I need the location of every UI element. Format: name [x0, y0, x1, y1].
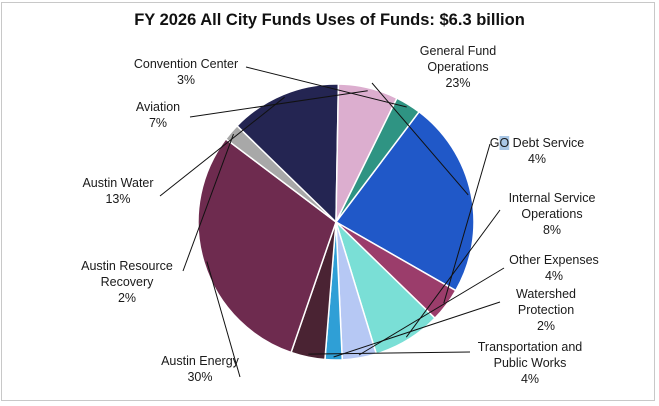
slice-convention-center	[335, 97, 420, 223]
label-name-internal-service-operations: Internal Service	[509, 191, 596, 205]
leader-line-internal-service-operations	[405, 209, 501, 338]
label-name-convention-center: Convention Center	[134, 57, 238, 71]
slice-austin-energy	[197, 138, 337, 354]
label-austin-water: Austin Water 13%	[82, 176, 153, 206]
label-value-austin-energy: 30%	[187, 370, 212, 384]
slice-general-fund-operations	[335, 111, 475, 292]
label-internal-service-operations: Internal Service Operations 8%	[509, 191, 596, 237]
label-name-watershed-protection: Watershed	[516, 287, 576, 301]
pie-slices	[197, 83, 475, 361]
label-value-austin-resource-recovery: 2%	[118, 291, 136, 305]
leader-line-austin-resource-recovery	[182, 133, 234, 272]
label-value-watershed-protection: 2%	[537, 319, 555, 333]
leader-line-transportation-and-public-works	[308, 351, 471, 355]
label-name-austin-resource-recovery: Recovery	[101, 275, 155, 289]
leader-lines	[159, 66, 505, 378]
label-name-austin-resource-recovery: Austin Resource	[81, 259, 173, 273]
label-name-aviation: Aviation	[136, 100, 180, 114]
label-name-general-fund-operations: Operations	[427, 60, 488, 74]
label-general-fund-operations: General Fund Operations 23%	[420, 44, 496, 90]
label-transportation-and-public-works: Transportation and Public Works 4%	[478, 340, 583, 386]
label-name-general-fund-operations: General Fund	[420, 44, 496, 58]
slice-austin-water	[236, 83, 340, 223]
label-name-go-debt-service: GO Debt Service	[490, 136, 585, 150]
text-selection-highlight	[499, 136, 510, 150]
label-go-debt-service: GO Debt Service 4%	[490, 136, 585, 166]
leader-line-aviation	[189, 90, 368, 118]
label-name-other-expenses: Other Expenses	[509, 253, 599, 267]
label-value-general-fund-operations: 23%	[445, 76, 470, 90]
label-name-transportation-and-public-works: Public Works	[494, 356, 567, 370]
leader-line-watershed-protection	[333, 301, 501, 358]
label-value-go-debt-service: 4%	[528, 152, 546, 166]
label-convention-center: Convention Center 3%	[134, 57, 238, 87]
label-name-austin-energy: Austin Energy	[161, 354, 240, 368]
label-aviation: Aviation 7%	[136, 100, 180, 130]
label-value-other-expenses: 4%	[545, 269, 563, 283]
label-name-transportation-and-public-works: Transportation and	[478, 340, 583, 354]
label-name-austin-water: Austin Water	[82, 176, 153, 190]
label-name-watershed-protection: Protection	[518, 303, 574, 317]
label-austin-energy: Austin Energy 30%	[161, 354, 240, 384]
label-other-expenses: Other Expenses 4%	[509, 253, 599, 283]
chart-title: FY 2026 All City Funds Uses of Funds: $6…	[134, 11, 525, 29]
slice-labels: General Fund Operations 23% GO Debt Service…	[81, 44, 599, 386]
label-value-convention-center: 3%	[177, 73, 195, 87]
label-value-transportation-and-public-works: 4%	[521, 372, 539, 386]
label-value-austin-water: 13%	[105, 192, 130, 206]
leader-line-austin-energy	[206, 261, 241, 378]
leader-line-general-fund-operations	[371, 82, 469, 196]
label-value-internal-service-operations: 8%	[543, 223, 561, 237]
label-name-internal-service-operations: Operations	[521, 207, 582, 221]
label-austin-resource-recovery: Austin Resource Recovery 2%	[81, 259, 173, 305]
label-watershed-protection: Watershed Protection 2%	[516, 287, 576, 333]
leader-line-convention-center	[245, 66, 407, 108]
label-value-aviation: 7%	[149, 116, 167, 130]
leader-line-austin-water	[159, 96, 285, 197]
